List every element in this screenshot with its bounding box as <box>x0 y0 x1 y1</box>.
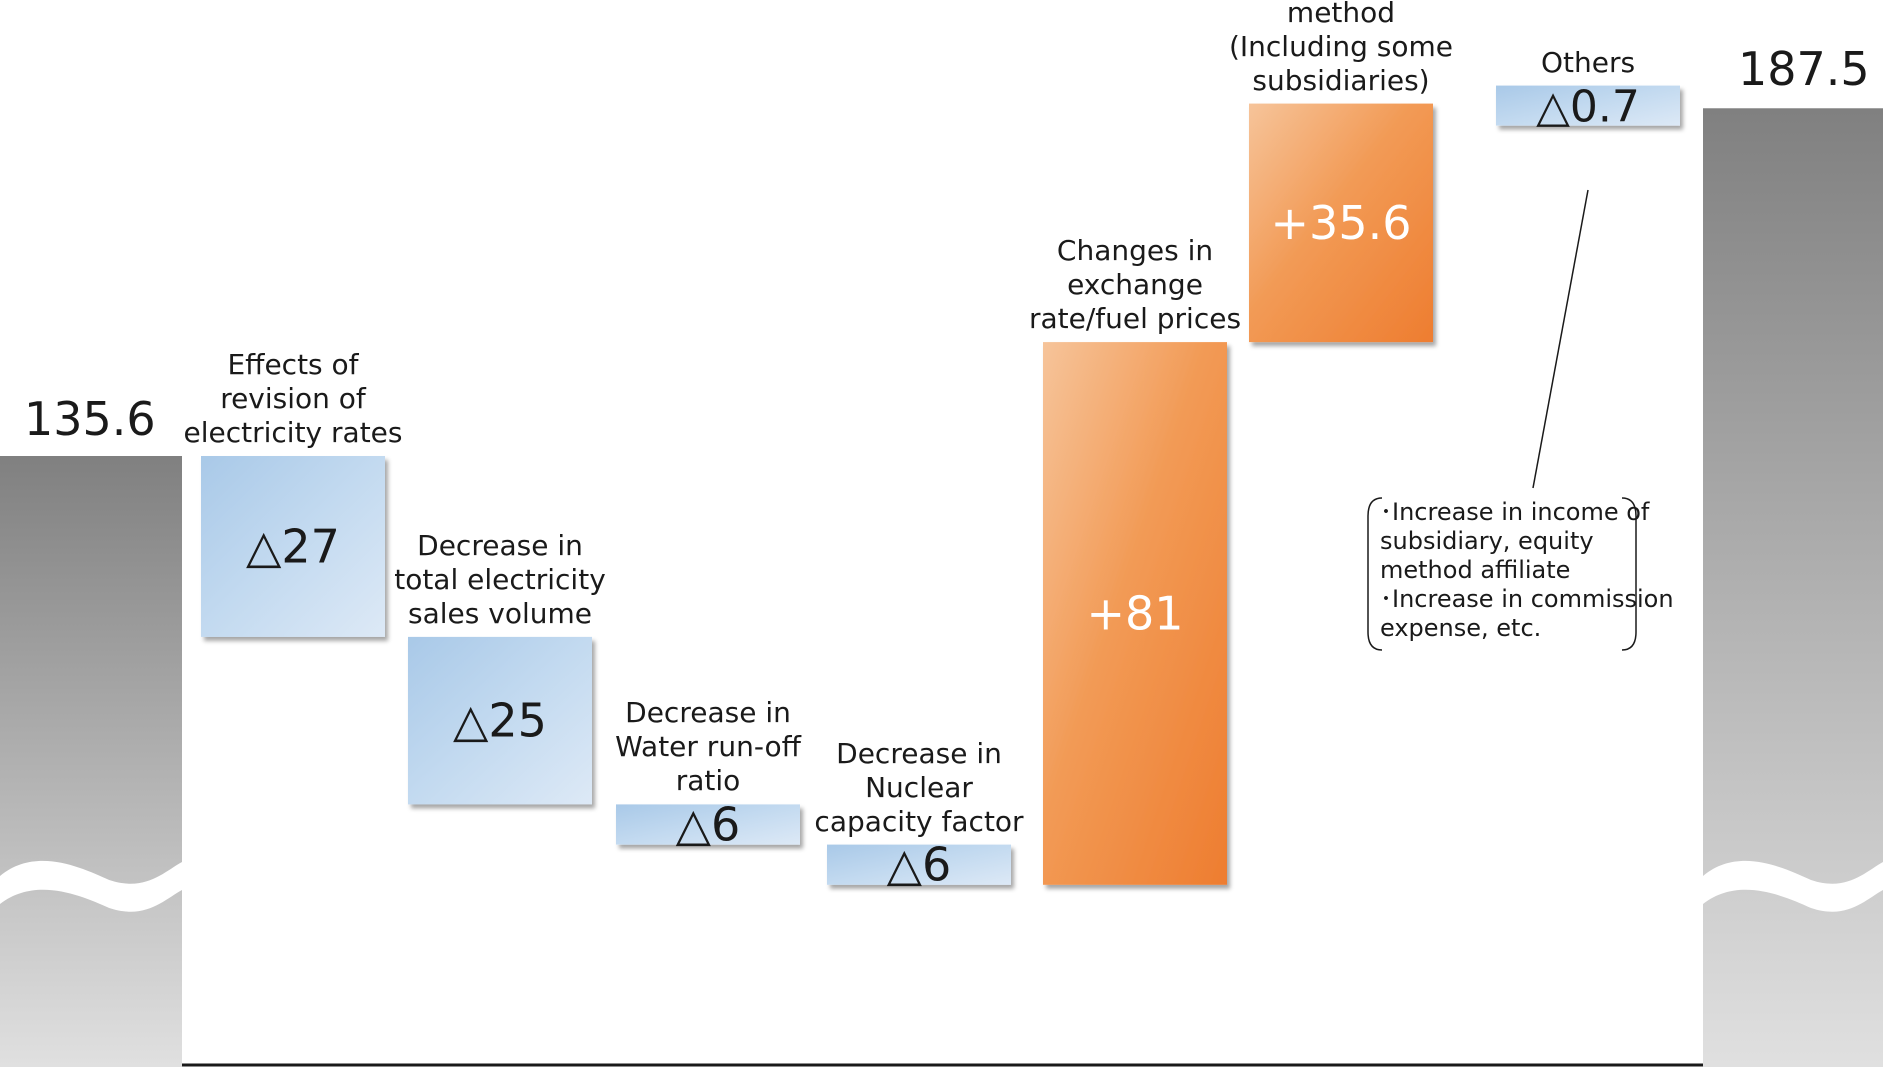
bar-3-category-label: Decrease in Water run-off ratio <box>588 696 828 798</box>
end-total-bar <box>1703 108 1883 1067</box>
category-label-line: total electricity <box>394 562 606 596</box>
category-label-line: capacity factor <box>814 804 1024 838</box>
bar-4 <box>827 844 1011 885</box>
category-label-line: Decrease in <box>836 736 1002 770</box>
bar-6 <box>1249 103 1433 343</box>
annotation-line: expense, etc. <box>1380 614 1542 642</box>
bar-5 <box>1043 342 1227 885</box>
bar-2-value-label: △25 <box>453 694 547 748</box>
end-total-bar-axis-break <box>1703 860 1883 912</box>
bar-1-category-label: Effects of revision of electricity rates <box>173 348 413 450</box>
category-label-line: ratio <box>675 764 741 798</box>
annotation-bracket-right <box>1621 497 1637 651</box>
annotation-line: subsidiary, equity <box>1380 527 1594 555</box>
bar-7-value-label: △0.7 <box>1536 82 1640 133</box>
bar-4-value-label: △6 <box>887 838 952 892</box>
category-label-line: revision of <box>220 382 366 415</box>
bar-4-category-label: Decrease in Nuclear capacity factor <box>799 737 1039 839</box>
category-label-line: electricity rates <box>183 416 403 449</box>
category-label-line: exchange <box>1067 268 1203 302</box>
annotation-line: ･Increase in commission <box>1380 585 1674 613</box>
bar-1-value-label: △27 <box>246 519 340 573</box>
bar-7 <box>1496 85 1680 126</box>
bar-2-category-label: Decrease in total electricity sales volume <box>380 529 620 631</box>
end-value-label: 187.5 <box>1738 42 1870 97</box>
annotation-line: method affiliate <box>1380 556 1571 584</box>
bar-6-category-label: Change thedepreciationmethod(Including s… <box>1221 0 1461 98</box>
annotation-note: ･Increase in income of subsidiary, equity… <box>1380 498 1674 643</box>
bar-3 <box>616 804 800 845</box>
start-total-bar <box>0 456 182 1067</box>
bar-5-category-label: Changes in exchange rate/fuel prices <box>1015 234 1255 336</box>
annotation-line: ･Increase in income of <box>1380 498 1650 526</box>
category-label-line: sales volume <box>408 596 592 630</box>
category-label-line: Changes in <box>1056 234 1214 268</box>
annotation-bracket-left <box>1367 497 1383 651</box>
category-label-line: Effects of <box>227 348 359 381</box>
bar-3-value-label: △6 <box>676 798 741 852</box>
bar-6-value-label: +35.6 <box>1271 196 1412 250</box>
category-label-line: rate/fuel prices <box>1028 302 1242 336</box>
category-label-line: Water run-off <box>615 730 801 764</box>
start-total-bar-axis-break <box>0 860 182 912</box>
annotation-leader-line <box>1532 189 1589 489</box>
category-label-line: method <box>1286 0 1396 29</box>
bar-1 <box>201 456 385 637</box>
bar-5-value-label: +81 <box>1086 586 1183 640</box>
start-value-label: 135.6 <box>24 392 156 446</box>
category-label-line: Decrease in <box>625 696 791 730</box>
category-label-line: Nuclear <box>865 770 973 804</box>
category-label-line: Others <box>1540 45 1636 79</box>
bar-7-category-label: Others <box>1468 46 1708 80</box>
category-label-line: subsidiaries) <box>1252 63 1430 97</box>
category-label-line: Decrease in <box>417 528 583 562</box>
bar-2 <box>408 636 592 805</box>
category-label-line: (Including some <box>1228 29 1454 63</box>
